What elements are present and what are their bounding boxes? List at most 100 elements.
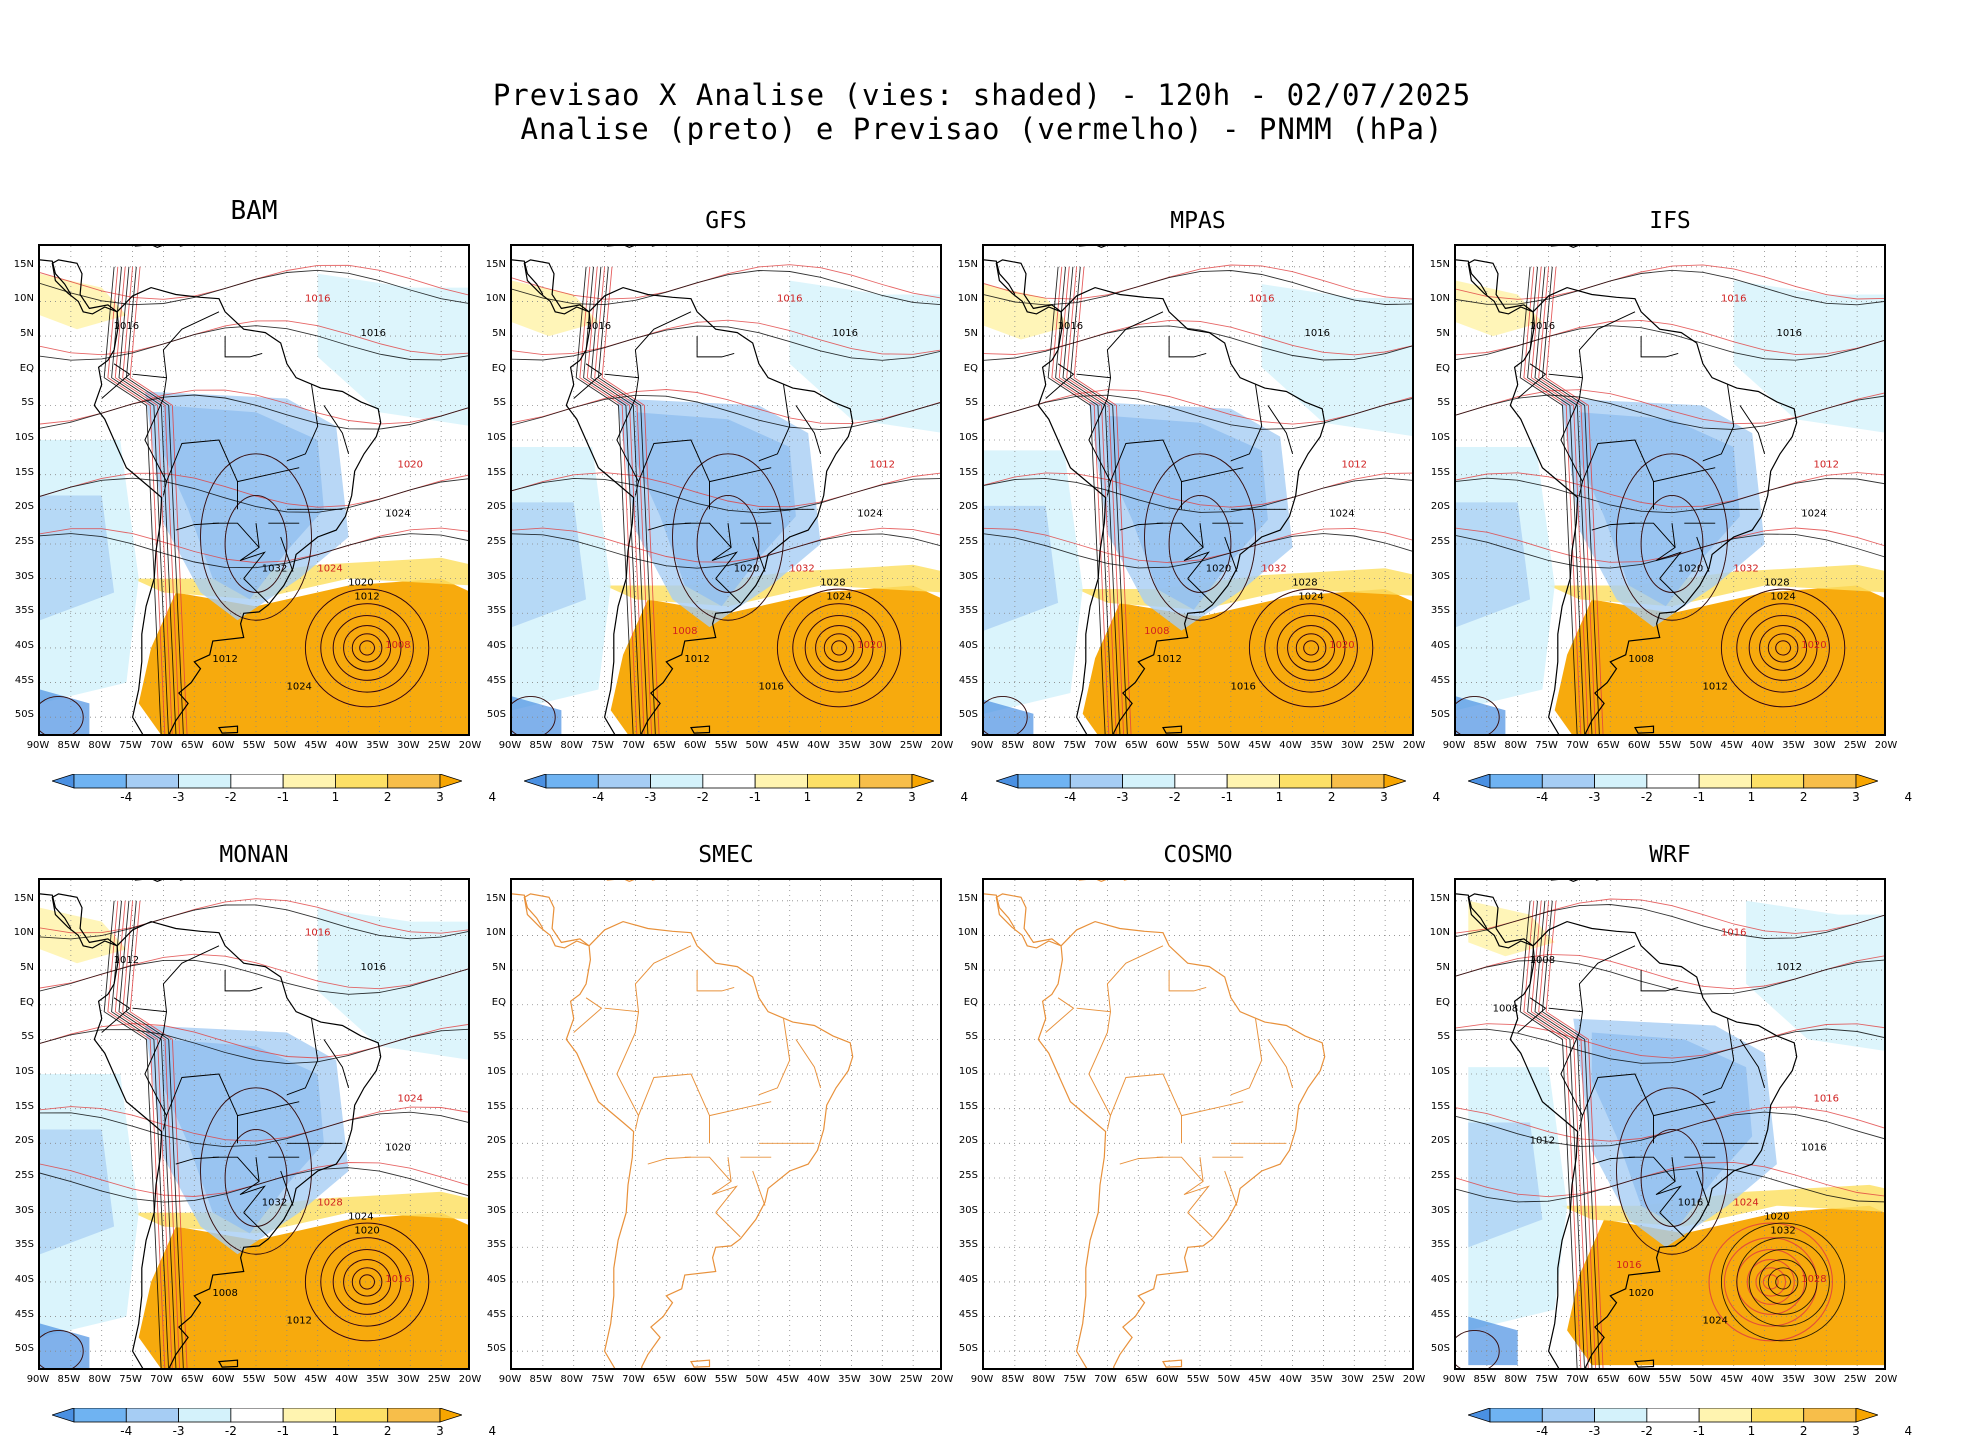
isobar-label: 1008 xyxy=(1493,1004,1518,1015)
longitude-label: 35W xyxy=(1782,740,1805,751)
longitude-label: 45W xyxy=(1248,740,1272,751)
latitude-label: 15N xyxy=(957,892,978,904)
contour-labels: 1016 1016 1016 1012 1024 1020 1032 1028 1024 1020… xyxy=(1058,293,1367,692)
colorbar-swatch xyxy=(1594,773,1648,789)
graticule xyxy=(512,880,940,1368)
longitude-label: 45W xyxy=(1720,1374,1744,1385)
longitude-label: 50W xyxy=(273,1374,297,1385)
coastline xyxy=(40,246,382,734)
latitude-label: 40S xyxy=(1430,1273,1450,1285)
bias-shading xyxy=(1456,280,1884,734)
colorbar-swatch xyxy=(1331,773,1385,789)
graticule xyxy=(512,246,940,734)
colorbar-swatch xyxy=(807,773,861,789)
colorbar-label: -4 xyxy=(592,790,605,804)
latitude-label: 30S xyxy=(14,1204,34,1216)
colorbar-label: 1 xyxy=(1747,790,1756,804)
longitude-label: 70W xyxy=(1566,1374,1589,1385)
colorbar-swatch xyxy=(597,773,651,789)
isobar-label: 1012 xyxy=(354,591,379,602)
longitude-label: 75W xyxy=(1063,740,1086,751)
colorbar-label: -3 xyxy=(1588,1424,1601,1438)
latitude-label: 10N xyxy=(957,927,978,939)
latitude-label: 5N xyxy=(1436,962,1450,974)
longitude-label: 30W xyxy=(396,1374,420,1385)
latitude-label: 25S xyxy=(14,1169,34,1181)
longitude-label: 90W xyxy=(1442,1374,1466,1385)
longitude-label: 50W xyxy=(745,740,769,751)
longitude-label: 45W xyxy=(776,1374,800,1385)
colorbar: -4 -3 -2 -1 1 2 3 4 xyxy=(522,773,968,804)
longitude-label: 25W xyxy=(1371,1374,1395,1385)
latitude-label: 15S xyxy=(486,1100,506,1112)
isobar-label: 1008 xyxy=(672,626,697,637)
latitude-label: EQ xyxy=(963,362,978,374)
longitude-label: 45W xyxy=(304,1374,328,1385)
isobar-label: 1016 xyxy=(1305,328,1330,339)
colorbar-label: -4 xyxy=(1536,790,1549,804)
longitude-label: 85W xyxy=(1001,740,1025,751)
longitude-label: 70W xyxy=(150,740,173,751)
isobar-label: 1016 xyxy=(758,681,783,692)
latitude-label: 5S xyxy=(493,1031,506,1043)
latitude-label: 5S xyxy=(965,1031,978,1043)
colorbar-swatch xyxy=(1646,1407,1700,1423)
latitude-label: 25S xyxy=(14,535,34,547)
longitude-label: 30W xyxy=(868,1374,892,1385)
isobar-label: 1020 xyxy=(398,460,423,471)
colorbar-label: -1 xyxy=(1693,790,1706,804)
latitude-label: 30S xyxy=(1430,570,1450,582)
longitude-label: 20W xyxy=(458,1374,482,1385)
colorbar-label: -1 xyxy=(749,790,762,804)
isobar-label: 1020 xyxy=(1801,640,1826,651)
isobar-label: 1016 xyxy=(305,927,330,938)
longitude-label: 35W xyxy=(838,740,861,751)
latitude-label: EQ xyxy=(491,362,506,374)
colorbar-swatch xyxy=(1646,773,1700,789)
longitude-label: 70W xyxy=(150,1374,173,1385)
colorbar-swatch xyxy=(335,1407,389,1423)
latitude-label: 5N xyxy=(20,962,34,974)
colorbar-swatch xyxy=(73,1407,127,1423)
colorbar-label: 1 xyxy=(803,790,812,804)
longitude-label: 30W xyxy=(1340,1374,1364,1385)
isobar-label: 1012 xyxy=(1156,654,1181,665)
isobar-label: 1012 xyxy=(286,1315,311,1326)
isobar-label: 1032 xyxy=(262,564,287,575)
latitude-label: 20S xyxy=(14,1135,34,1147)
isobar-label: 1008 xyxy=(1144,626,1169,637)
longitude-label: 20W xyxy=(1874,740,1898,751)
longitude-label: 60W xyxy=(1627,1374,1651,1385)
longitude-label: 25W xyxy=(1843,1374,1867,1385)
isobar-label: 1024 xyxy=(1770,591,1795,602)
colorbar-swatch xyxy=(522,773,547,789)
colorbar: -4 -3 -2 -1 1 2 3 4 xyxy=(994,773,1440,804)
bias-shading xyxy=(40,273,468,734)
isobar-label: 1016 xyxy=(1801,1142,1826,1153)
longitude-label: 55W xyxy=(1186,1374,1210,1385)
colorbar-label: 3 xyxy=(436,1424,444,1438)
latitude-label: 35S xyxy=(958,605,978,617)
latitude-label: 20S xyxy=(958,1135,978,1147)
longitude-label: 20W xyxy=(1402,740,1426,751)
isobar-label: 1016 xyxy=(1721,293,1746,304)
colorbar-label: 3 xyxy=(908,790,916,804)
colorbar-label: 4 xyxy=(488,790,497,804)
panel-title: MONAN xyxy=(219,842,289,868)
panel-title: GFS xyxy=(705,208,747,234)
longitude-label: 50W xyxy=(1689,740,1713,751)
isobar-label: 1016 xyxy=(361,328,386,339)
isobar-label: 1020 xyxy=(348,578,373,589)
latitude-label: 50S xyxy=(958,709,978,721)
colorbar-swatch xyxy=(1751,773,1805,789)
isobar-label: 1020 xyxy=(1764,1212,1789,1223)
isobar-label: 1016 xyxy=(1777,328,1802,339)
latitude-label: 20S xyxy=(486,501,506,513)
latitude-label: EQ xyxy=(1435,362,1450,374)
latitude-label: 35S xyxy=(1430,1239,1450,1251)
coastline xyxy=(40,880,382,1368)
colorbar-swatch xyxy=(1541,773,1595,789)
map-frame: 1016 1012 1008 1016 1016 1016 1024 1020 1032 1028… xyxy=(1454,878,1886,1370)
latitude-label: 25S xyxy=(486,535,506,547)
longitude-label: 80W xyxy=(1504,740,1528,751)
